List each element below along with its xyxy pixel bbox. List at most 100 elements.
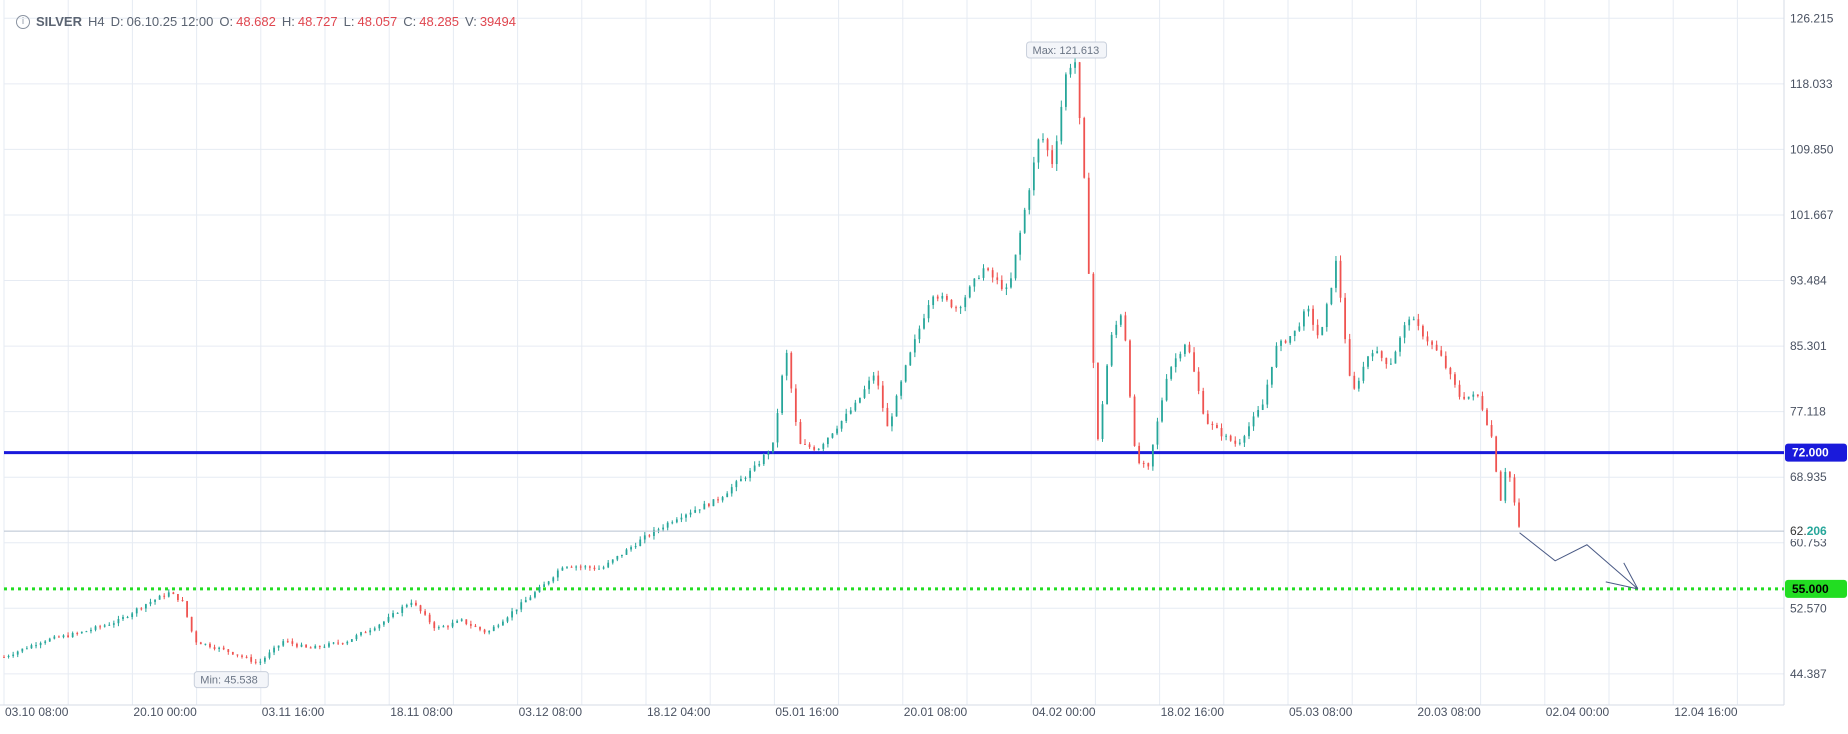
candle-body (250, 657, 253, 662)
candle-body (1023, 209, 1026, 233)
date-label: D: (110, 14, 124, 29)
projection-arrow[interactable] (1519, 532, 1639, 590)
candle-body (1000, 279, 1003, 290)
candle-body (1060, 106, 1063, 142)
candle-body (259, 661, 262, 663)
current-price-bg (1785, 523, 1845, 540)
candle-body (1490, 424, 1493, 437)
candle-body (1435, 344, 1438, 351)
candle-body (53, 636, 56, 639)
candle-body (730, 487, 733, 494)
candle-body (1229, 435, 1232, 441)
candle-body (854, 402, 857, 411)
candle-body (1179, 353, 1182, 359)
candle-body (1261, 404, 1264, 410)
candle-body (1156, 421, 1159, 445)
candle-body (337, 642, 340, 644)
candle-body (1101, 404, 1104, 440)
candle-body (12, 654, 15, 656)
candle-body (140, 608, 143, 610)
candle-body (538, 586, 541, 593)
candle-body (199, 642, 202, 645)
candle-body (410, 602, 413, 605)
candle-body (1092, 273, 1095, 363)
candle-body (16, 651, 19, 655)
candle-body (955, 307, 957, 309)
candle-body (209, 643, 211, 648)
candle-body (90, 629, 92, 632)
candle-body (149, 601, 152, 605)
candle-body (1046, 139, 1049, 151)
candle-body (263, 657, 266, 662)
candle-body (479, 626, 481, 630)
volume-value: 39494 (479, 14, 516, 29)
candle-body (996, 277, 999, 280)
candle-body (863, 389, 866, 398)
candle-body (373, 628, 376, 631)
candle-body (1252, 416, 1255, 427)
candle-body (305, 644, 307, 648)
candle-body (1508, 471, 1511, 478)
candle-body (415, 602, 417, 606)
candle-body (1119, 315, 1122, 325)
min-label: Min: 45.538 (200, 675, 257, 687)
horizontal-levels[interactable]: 72.000 55.000 (4, 443, 1847, 598)
candle-body (1019, 232, 1022, 255)
candle-body (689, 512, 692, 515)
candle-body (1138, 445, 1141, 464)
candle-body (273, 647, 275, 653)
open-value: 48.682 (236, 14, 276, 29)
candle-body (657, 529, 660, 531)
candle-body (1367, 356, 1369, 367)
candle-body (1385, 357, 1388, 365)
y-axis: 126.215 118.033 109.850 101.667 93.484 85.301… (1783, 0, 1834, 705)
candle-body (511, 611, 513, 618)
candle-body (630, 547, 632, 550)
candle-body (831, 433, 834, 438)
candle-body (1032, 162, 1035, 191)
candle-body (1010, 278, 1012, 288)
candle-body (488, 630, 491, 633)
candle-body (218, 647, 221, 649)
x-tick-label: 03.10 08:00 (5, 705, 69, 719)
candle-body (85, 631, 88, 633)
candle-body (790, 352, 793, 389)
y-tick-label: 118.033 (1790, 77, 1833, 91)
candle-body (328, 643, 330, 647)
candle-body (932, 296, 935, 306)
candle-body (1028, 190, 1031, 210)
candle-body (900, 381, 903, 396)
candle-body (502, 621, 504, 626)
low-label: L: (343, 14, 355, 29)
date-value: 06.10.25 12:00 (126, 14, 214, 29)
y-tick-label: 68.935 (1790, 470, 1827, 484)
candle-body (1055, 141, 1058, 165)
candle-body (534, 592, 536, 598)
candle-body (1362, 366, 1365, 381)
candle-body (387, 616, 390, 622)
y-tick-label: 85.301 (1790, 339, 1827, 353)
candle-body (1518, 502, 1520, 527)
candle-body (437, 627, 440, 629)
candle-body (588, 566, 591, 568)
candle-body (163, 595, 166, 597)
candle-body (3, 656, 5, 658)
candle-body (1170, 367, 1173, 379)
candle-body (58, 636, 60, 638)
candle-body (579, 566, 582, 568)
candle-body (1142, 463, 1145, 465)
symbol-name: SILVER (36, 14, 82, 29)
candle-body (575, 566, 578, 568)
candle-body (675, 519, 678, 523)
candle-body (1417, 319, 1420, 326)
candle-body (785, 352, 788, 376)
candle-body (822, 444, 825, 449)
candle-body (845, 413, 848, 421)
candle-body (817, 448, 820, 450)
candle-body (447, 626, 449, 628)
candle-body (639, 539, 642, 547)
info-icon[interactable]: i (16, 14, 30, 29)
candle-body (291, 641, 294, 644)
